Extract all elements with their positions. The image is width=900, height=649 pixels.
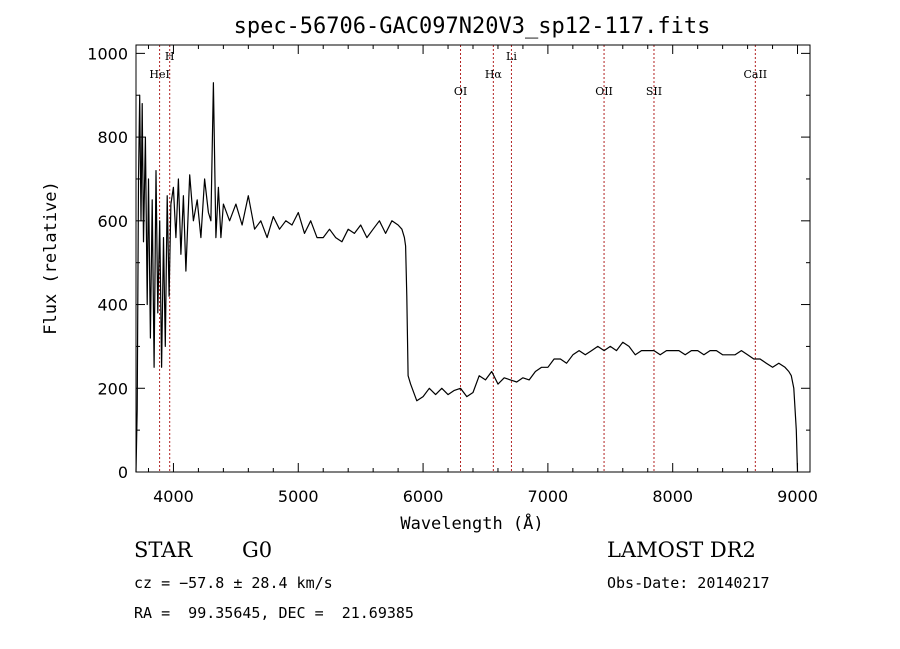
spectrum-series-0 xyxy=(135,82,799,473)
object-subclass: G0 xyxy=(242,538,273,562)
feature-label-4: Li xyxy=(506,50,517,63)
x-axis-label: Wavelength (Å) xyxy=(400,512,543,534)
redshift-velocity: cz = −57.8 ± 28.4 km/s xyxy=(134,574,333,592)
x-tick-label-3: 7000 xyxy=(528,487,569,506)
x-tick-label-5: 9000 xyxy=(777,487,818,506)
x-tick-label-1: 5000 xyxy=(278,487,319,506)
x-tick-label-4: 8000 xyxy=(652,487,693,506)
feature-label-5: OII xyxy=(595,85,613,98)
y-tick-label-2: 400 xyxy=(97,296,128,315)
object-class: STAR xyxy=(134,538,193,562)
feature-label-7: CaII xyxy=(743,68,767,81)
x-tick-label-0: 4000 xyxy=(153,487,194,506)
survey-name: LAMOST DR2 xyxy=(607,538,756,562)
y-tick-label-4: 800 xyxy=(97,128,128,147)
feature-label-1: H xyxy=(165,50,175,63)
axis-ticks: 4000 5000 6000 7000 8000 9000 0 200 400 600 800 100… xyxy=(87,44,818,506)
y-tick-label-3: 600 xyxy=(97,212,128,231)
feature-label-3: Hα xyxy=(485,68,503,81)
y-tick-label-5: 1000 xyxy=(87,44,128,63)
chart-title: spec-56706-GAC097N20V3_sp12-117.fits xyxy=(234,14,711,39)
y-tick-label-1: 200 xyxy=(97,379,128,398)
feature-label-6: SII xyxy=(646,85,662,98)
observation-date: Obs-Date: 20140217 xyxy=(607,574,770,592)
y-tick-label-0: 0 xyxy=(118,463,128,482)
x-tick-label-2: 6000 xyxy=(403,487,444,506)
feature-label-0: HeI xyxy=(149,68,169,81)
plot-frame xyxy=(135,44,811,473)
feature-label-2: OI xyxy=(454,85,467,98)
y-axis-label: Flux (relative) xyxy=(41,181,61,335)
coordinates: RA = 99.35645, DEC = 21.69385 xyxy=(134,604,414,622)
